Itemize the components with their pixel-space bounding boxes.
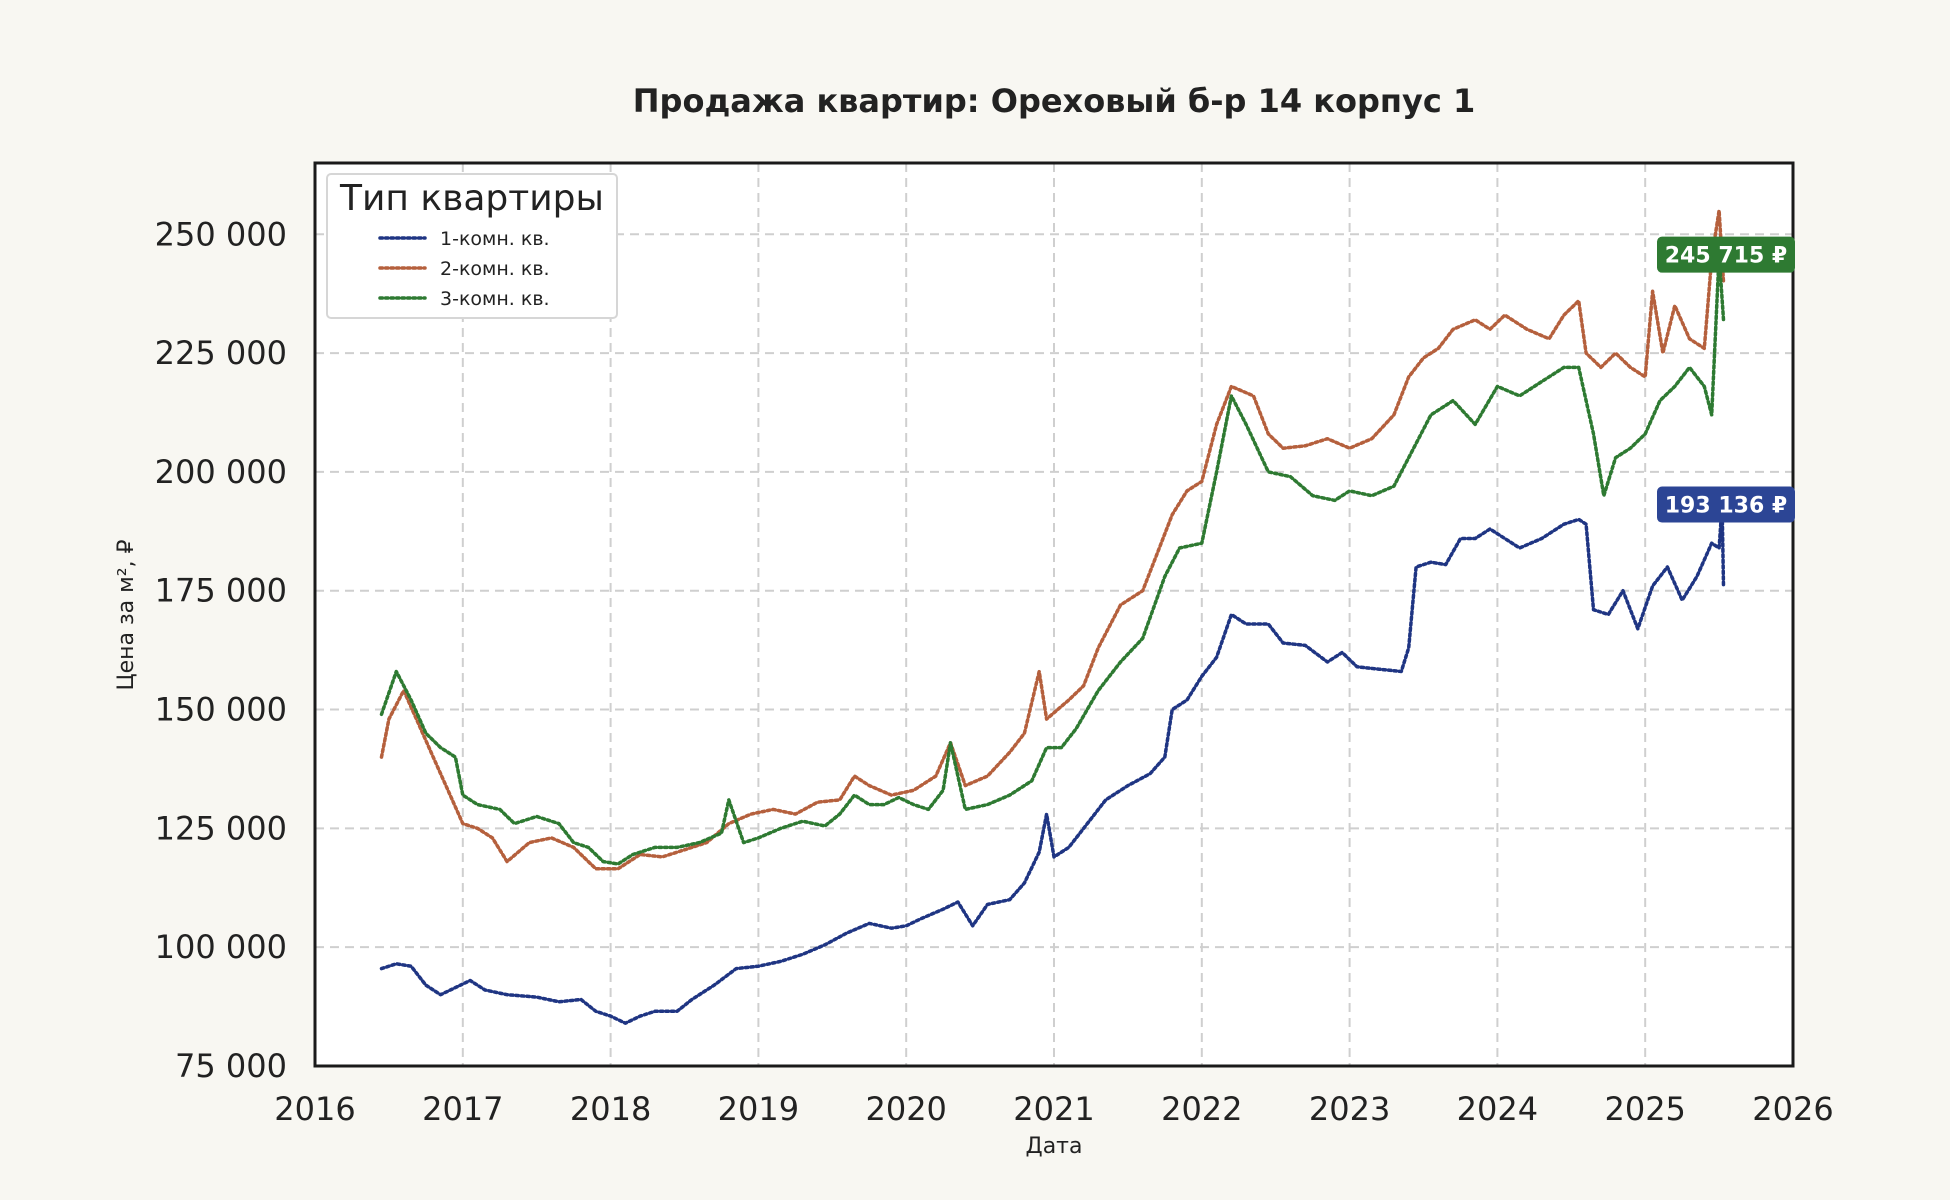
badge-label: 193 136 ₽	[1665, 494, 1787, 519]
legend-box	[326, 173, 618, 319]
legend-title: Тип квартиры	[339, 178, 604, 219]
x-tick-label: 2026	[1752, 1090, 1833, 1128]
badge-label: 245 715 ₽	[1665, 244, 1787, 269]
x-axis-ticks: 2016 2017 2018 2019 2020 2021 2022 2023 2024 2025…	[274, 1090, 1833, 1128]
x-tick-label: 2022	[1161, 1090, 1242, 1128]
x-tick-label: 2021	[1013, 1090, 1094, 1128]
chart-title: Продажа квартир: Ореховый б-р 14 корпус …	[633, 82, 1475, 120]
legend-label: 3-комн. кв.	[440, 288, 550, 310]
badge-background	[1657, 236, 1795, 273]
y-axis-label: Цена за м², ₽	[114, 539, 139, 690]
legend-items: 1-комн. кв. 2-комн. кв. 3-комн. кв.	[378, 228, 550, 310]
last-value-badge-3: 245 715 ₽	[1657, 236, 1795, 273]
y-tick-label: 100 000	[155, 928, 287, 966]
y-tick-label: 125 000	[155, 809, 287, 847]
last-value-badge-1: 193 136 ₽	[1657, 486, 1795, 523]
y-tick-label: 75 000	[175, 1047, 287, 1085]
plot-frame	[313, 161, 1795, 1068]
legend-item-3: 3-комн. кв.	[378, 288, 550, 310]
badge-background	[1657, 486, 1795, 523]
series-layer	[379, 208, 1726, 1025]
legend-item-2: 2-комн. кв.	[378, 258, 550, 280]
x-axis-label: Дата	[1026, 1134, 1083, 1159]
y-tick-label: 150 000	[155, 691, 287, 729]
y-tick-label: 175 000	[155, 572, 287, 610]
x-tick-label: 2025	[1604, 1090, 1685, 1128]
y-axis-ticks: 75 000 100 000 125 000 150 000 175 000 200 00…	[155, 215, 287, 1085]
y-tick-label: 250 000	[155, 215, 287, 253]
y-tick-label: 200 000	[155, 453, 287, 491]
x-tick-label: 2016	[274, 1090, 355, 1128]
series-line-3	[379, 252, 1726, 866]
series-line-1	[379, 502, 1726, 1025]
y-tick-label: 225 000	[155, 334, 287, 372]
x-tick-label: 2023	[1309, 1090, 1390, 1128]
x-tick-label: 2024	[1457, 1090, 1538, 1128]
x-tick-label: 2019	[718, 1090, 799, 1128]
legend: Тип квартиры 1-комн. кв. 2-комн. кв. 3-ком…	[326, 173, 618, 319]
legend-label: 1-комн. кв.	[440, 228, 550, 250]
x-tick-label: 2017	[422, 1090, 503, 1128]
x-tick-label: 2020	[865, 1090, 946, 1128]
x-tick-label: 2018	[570, 1090, 651, 1128]
series-line-2	[379, 208, 1726, 871]
legend-label: 2-комн. кв.	[440, 258, 550, 280]
legend-item-1: 1-комн. кв.	[378, 228, 550, 250]
last-value-badges: 193 136 ₽ 245 715 ₽	[1657, 236, 1795, 523]
